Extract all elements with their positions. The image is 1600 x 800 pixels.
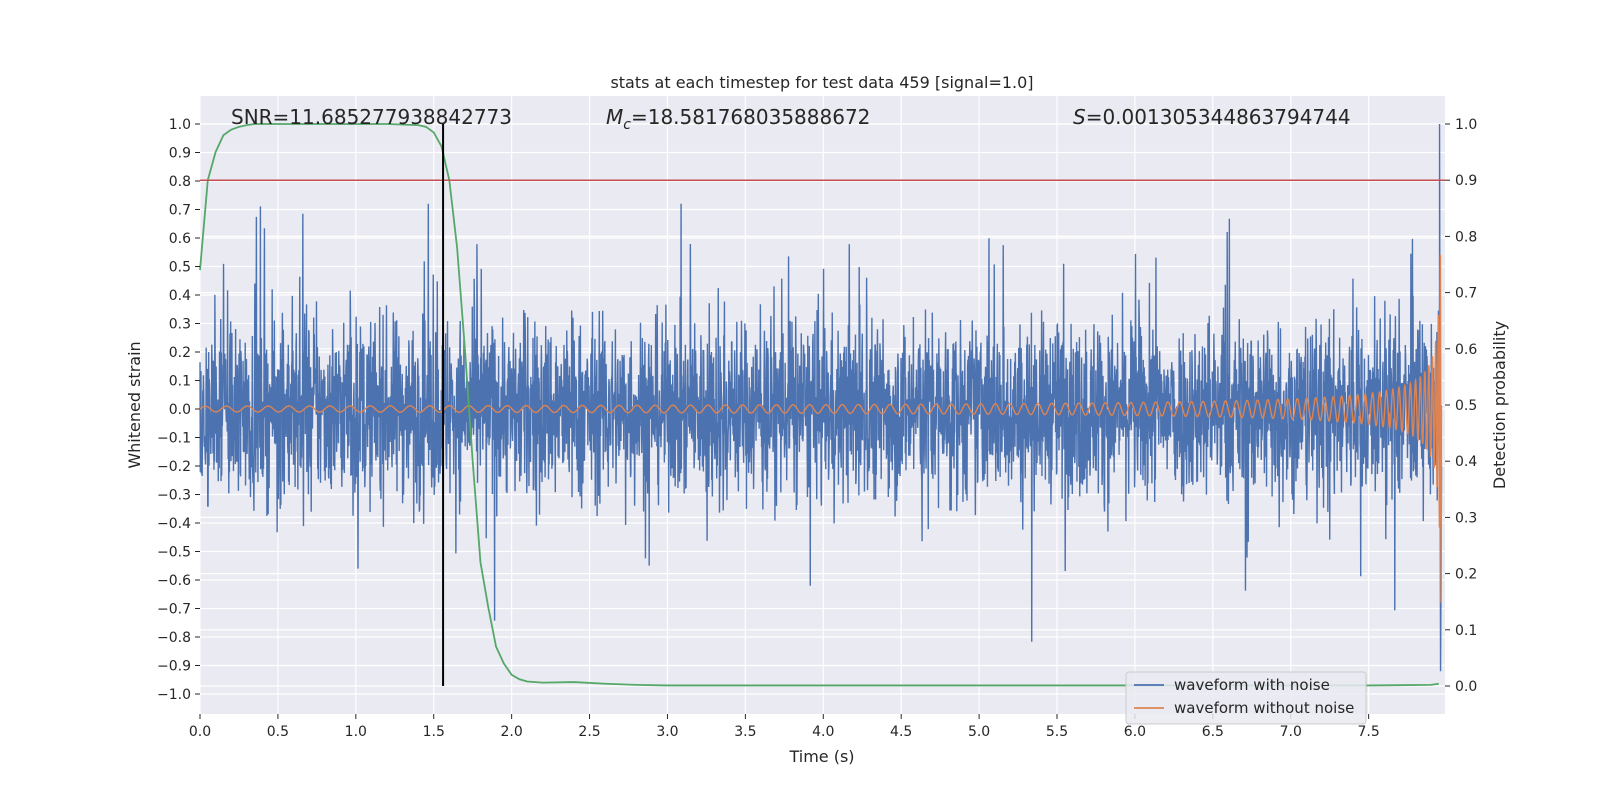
legend-label-noise: waveform with noise (1174, 676, 1330, 694)
y2-axis-label: Detection probability (1490, 321, 1509, 489)
y-tick-label-19: −0.9 (157, 659, 191, 675)
x-tick-label-1: 0.5 (267, 724, 289, 740)
chart-title: stats at each timestep for test data 459… (610, 73, 1033, 92)
y-tick-label-10: 0.0 (169, 402, 191, 418)
legend-box (1125, 671, 1367, 725)
annotation-chirp-mass-value: =18.581768035888672 (631, 105, 870, 129)
y2-tick-label-8: 0.2 (1455, 567, 1477, 583)
annotation-s-value: =0.001305344863794744 (1086, 105, 1351, 129)
y-tick-label-6: 0.4 (169, 288, 191, 304)
annotation-snr: SNR=11.685277938842773 (231, 105, 512, 129)
x-tick-label-9: 4.5 (890, 724, 912, 740)
x-tick-label-3: 1.5 (423, 724, 445, 740)
annotation-chirp-mass-symbol: M (606, 105, 623, 129)
y-tick-label-12: −0.2 (157, 459, 191, 475)
y-tick-label-13: −0.3 (157, 488, 191, 504)
y-tick-label-5: 0.5 (169, 260, 191, 276)
series-detection-probability (199, 123, 1439, 687)
y-tick-label-3: 0.7 (169, 203, 191, 219)
x-tick-label-11: 5.5 (1046, 724, 1068, 740)
y2-tick-label-3: 0.7 (1455, 286, 1477, 302)
y2-tick-label-0: 1.0 (1455, 117, 1477, 133)
noise-line (199, 123, 1443, 672)
y2-tick-label-2: 0.8 (1455, 229, 1477, 245)
x-axis-ticks: 0.0 0.5 1.0 1.5 2.0 2.5 3.0 3.5 4.0 4.5 5.0 5.5 6.0 6… (189, 714, 1380, 740)
chirp-line (199, 254, 1443, 603)
x-tick-label-6: 3.0 (656, 724, 678, 740)
y-tick-label-15: −0.5 (157, 545, 191, 561)
y-tick-label-1: 0.9 (169, 146, 191, 162)
annotation-chirp-mass-subscript: c (623, 117, 631, 133)
x-tick-label-13: 6.5 (1202, 724, 1224, 740)
legend: waveform with noise waveform without noi… (1125, 671, 1367, 725)
y-tick-label-7: 0.3 (169, 317, 191, 333)
x-tick-label-14: 7.0 (1280, 724, 1302, 740)
x-tick-label-5: 2.5 (578, 724, 600, 740)
y-axis-label: Whitened strain (125, 341, 144, 468)
x-tick-label-12: 6.0 (1124, 724, 1146, 740)
y2-tick-label-7: 0.3 (1455, 510, 1477, 526)
annotation-chirp-mass: Mc=18.581768035888672 (606, 105, 870, 133)
x-tick-label-4: 2.0 (501, 724, 523, 740)
y-tick-label-14: −0.4 (157, 516, 191, 532)
probability-line (199, 123, 1439, 687)
y-tick-label-20: −1.0 (157, 687, 191, 703)
y-tick-label-16: −0.6 (157, 573, 191, 589)
y-tick-label-0: 1.0 (169, 117, 191, 133)
x-tick-label-2: 1.0 (345, 724, 367, 740)
x-tick-label-8: 4.0 (812, 724, 834, 740)
x-tick-label-7: 3.5 (734, 724, 756, 740)
x-tick-label-10: 5.0 (968, 724, 990, 740)
series-waveform-with-noise (199, 123, 1443, 672)
y2-axis-ticks: 1.0 0.9 0.8 0.7 0.6 0.5 0.4 0.3 0.2 0.1 0.0 (1445, 117, 1477, 695)
y-tick-label-4: 0.6 (169, 231, 191, 247)
y2-tick-label-10: 0.0 (1455, 679, 1477, 695)
y2-tick-label-6: 0.4 (1455, 454, 1477, 470)
annotation-s-symbol: S (1073, 105, 1086, 129)
x-axis-label: Time (s) (788, 747, 854, 766)
y-tick-label-17: −0.7 (157, 602, 191, 618)
x-tick-label-15: 7.5 (1358, 724, 1380, 740)
y2-tick-label-4: 0.6 (1455, 342, 1477, 358)
series-waveform-without-noise (199, 254, 1443, 603)
annotation-s: S=0.001305344863794744 (1073, 105, 1351, 129)
y-tick-label-2: 0.8 (169, 174, 191, 190)
y-tick-label-8: 0.2 (169, 345, 191, 361)
y2-tick-label-5: 0.5 (1455, 398, 1477, 414)
y-tick-label-11: −0.1 (157, 431, 191, 447)
x-tick-label-0: 0.0 (189, 724, 211, 740)
y-axis-ticks: 1.0 0.9 0.8 0.7 0.6 0.5 0.4 0.3 0.2 0.1 0.0 −0.1 −0.… (157, 117, 200, 703)
legend-label-chirp: waveform without noise (1174, 699, 1354, 717)
reference-lines (200, 124, 1445, 686)
y-tick-label-18: −0.8 (157, 630, 191, 646)
y2-tick-label-9: 0.1 (1455, 623, 1477, 639)
y2-tick-label-1: 0.9 (1455, 173, 1477, 189)
y-tick-label-9: 0.1 (169, 374, 191, 390)
